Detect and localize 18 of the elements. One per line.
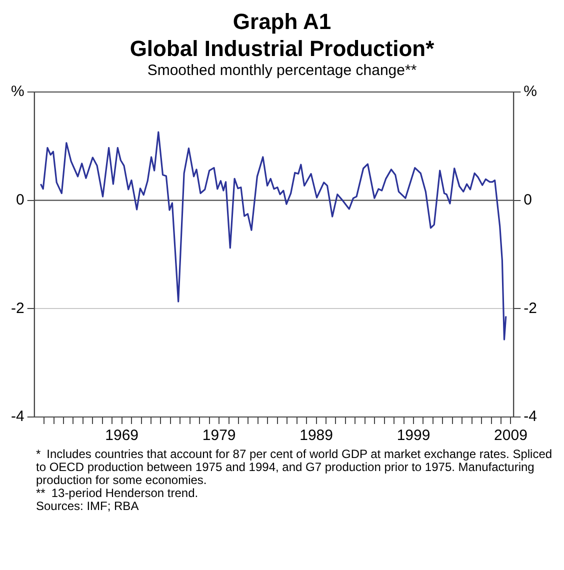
text: * Includes countries that account for 87 per cent of world GDP at market exchange rates. Spliced to OECD production between 1975 and 1994, and G7 production prior to 1975. Manufacturing production for some economies. bbox=[36, 447, 554, 487]
y2-tick-label: % bbox=[524, 83, 538, 100]
y-tick-label: -2 bbox=[10, 300, 24, 317]
text: ** 13-period Henderson trend. bbox=[36, 486, 200, 500]
x-tick-label: 1989 bbox=[300, 427, 333, 444]
x-tick-label: 1969 bbox=[105, 427, 139, 444]
x-tick-label: 2009 bbox=[494, 427, 528, 444]
chart-subtitle: Smoothed monthly percentage change** bbox=[146, 62, 418, 80]
source-note: Sources: IMF; RBA bbox=[36, 499, 140, 513]
x-tick-label: 1979 bbox=[202, 427, 236, 444]
y-tick-label: % bbox=[10, 83, 24, 100]
y2-tick-label: -4 bbox=[524, 408, 538, 426]
y2-tick-label: -2 bbox=[524, 300, 538, 317]
y-tick-label: -4 bbox=[10, 408, 24, 426]
chart-title: Graph A1 Global Industrial Production* bbox=[128, 8, 436, 62]
y-tick-label: 0 bbox=[16, 191, 24, 208]
x-tick-label: 1999 bbox=[396, 427, 430, 444]
y2-tick-label: 0 bbox=[524, 191, 532, 208]
